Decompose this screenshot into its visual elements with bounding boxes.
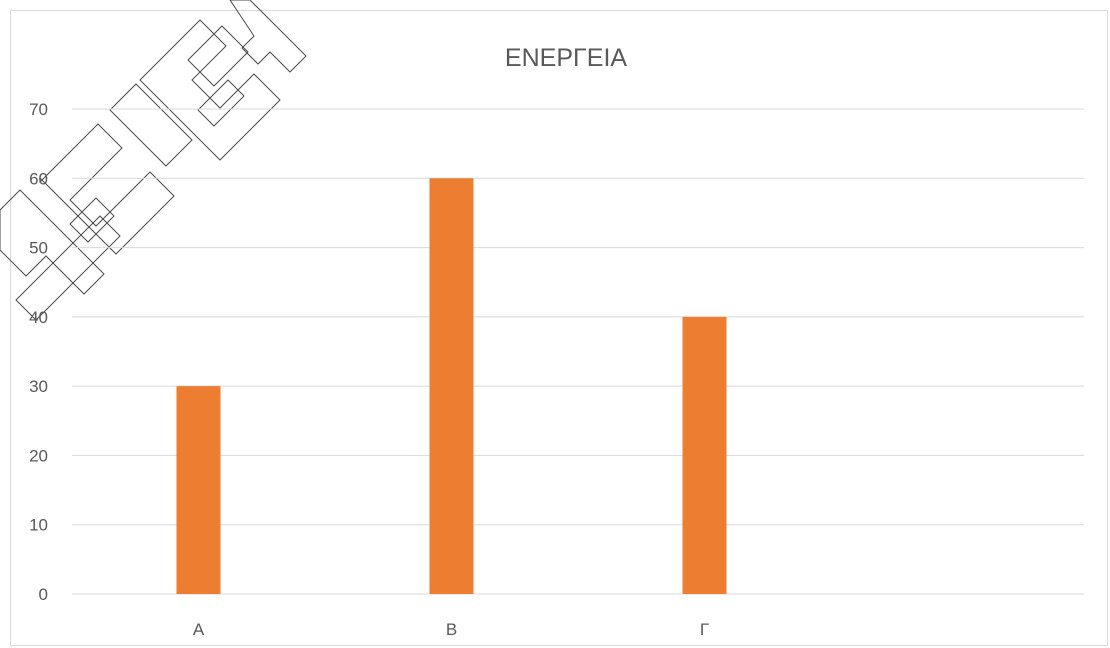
bars [176, 178, 727, 595]
watermark-stroke-9 [197, 79, 245, 127]
chart-title: ΕΝΕΡΓΕΙΑ [505, 44, 627, 72]
x-tick-label: Γ [700, 620, 709, 639]
y-axis-ticks: 0 10 20 30 40 50 60 70 [29, 100, 48, 604]
watermark-stroke-5 [139, 19, 281, 161]
y-tick-label: 40 [29, 308, 48, 327]
y-tick-label: 30 [29, 377, 48, 396]
watermark-stroke-6 [187, 25, 249, 87]
bar [682, 316, 727, 594]
watermark-stroke-3 [39, 123, 175, 255]
watermark-stroke-4 [109, 83, 193, 167]
y-tick-label: 20 [29, 446, 48, 465]
x-tick-label: Β [446, 620, 457, 639]
gridlines [72, 108, 1084, 595]
y-tick-label: 50 [29, 239, 48, 258]
bar [429, 178, 474, 595]
x-axis-ticks: Α Β Γ [193, 620, 709, 639]
y-tick-label: 60 [29, 169, 48, 188]
watermark [0, 0, 307, 321]
watermark-stroke-8 [69, 197, 115, 243]
bar [176, 386, 221, 594]
watermark-stroke-7 [229, 0, 307, 73]
watermark-stroke-2 [15, 215, 121, 321]
y-tick-label: 10 [29, 516, 48, 535]
y-tick-label: 70 [29, 100, 48, 119]
y-tick-label: 0 [39, 585, 48, 604]
watermark-stroke-1 [0, 189, 105, 295]
x-tick-label: Α [193, 620, 205, 639]
